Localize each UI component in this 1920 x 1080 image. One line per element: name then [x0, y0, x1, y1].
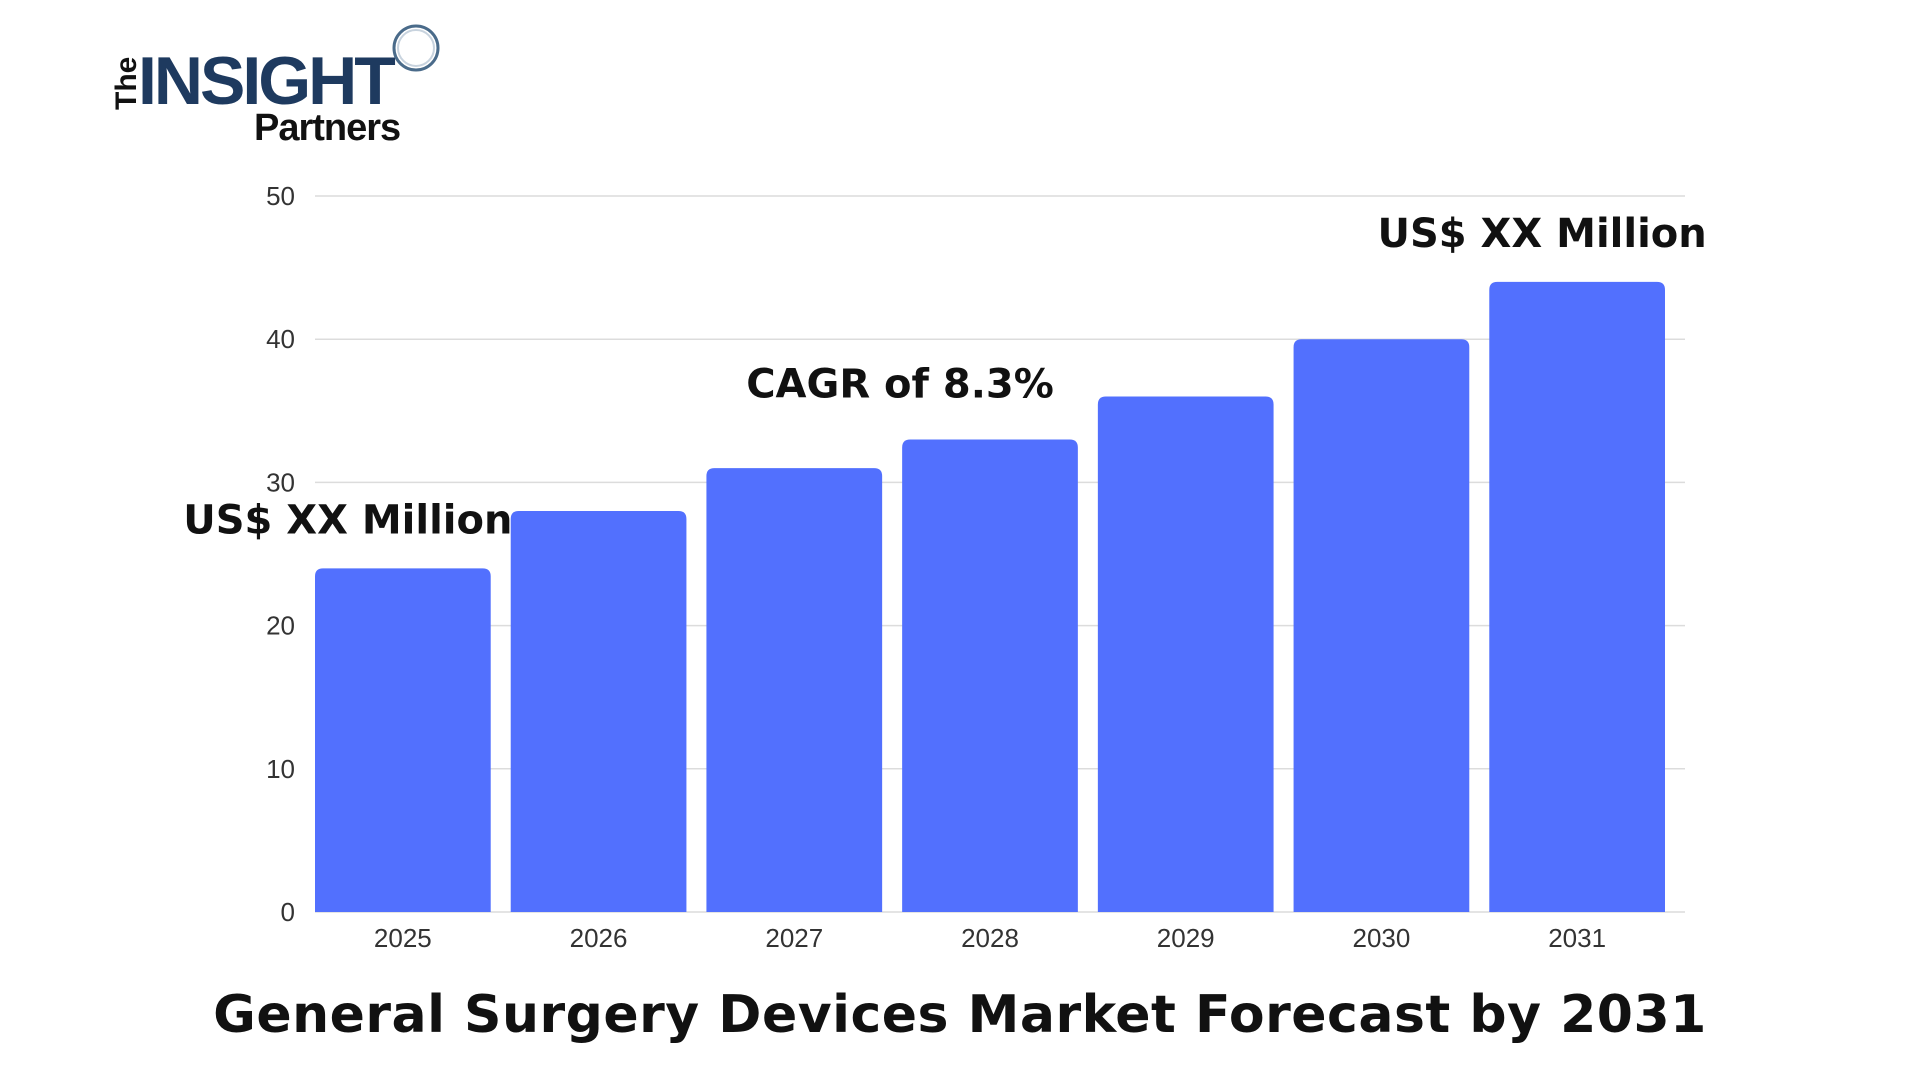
x-tick-label: 2029	[1157, 923, 1215, 953]
bar-2031	[1489, 281, 1665, 912]
bar-2030	[1293, 339, 1470, 912]
annotation-label: US$ XX Million	[1378, 211, 1707, 257]
annotation-label: CAGR of 8.3%	[746, 361, 1054, 407]
bar-2028	[902, 439, 1078, 912]
annotations: US$ XX Million CAGR of 8.3% US$ XX Million	[183, 211, 1707, 543]
magnifier-swoosh-icon	[392, 24, 440, 72]
logo-the-text: The	[110, 57, 143, 110]
y-tick-label: 10	[266, 754, 295, 784]
y-axis-ticks: 0 10 20 30 40 50	[266, 181, 295, 927]
x-tick-label: 2031	[1548, 923, 1606, 953]
x-tick-label: 2030	[1353, 923, 1411, 953]
bar-2026	[510, 511, 687, 912]
logo-partners-text: Partners	[254, 107, 400, 147]
bar-2027	[706, 468, 883, 912]
y-tick-label: 0	[281, 897, 295, 927]
x-tick-label: 2027	[765, 923, 823, 953]
x-tick-label: 2028	[961, 923, 1019, 953]
chart-title: General Surgery Devices Market Forecast …	[213, 985, 1707, 1045]
bar-2029	[1097, 396, 1274, 913]
x-tick-label: 2025	[374, 923, 432, 953]
x-tick-label: 2026	[570, 923, 628, 953]
annotation-label: US$ XX Million	[183, 497, 512, 543]
bars	[315, 281, 1665, 913]
the-insight-partners-logo: The INSIGHT Partners	[110, 24, 440, 147]
logo-insight-text: INSIGHT	[138, 43, 395, 119]
bar-2025	[315, 568, 491, 912]
x-axis-ticks: 2025 2026 2027 2028 2029 2030 2031	[374, 923, 1606, 953]
y-tick-label: 30	[266, 467, 295, 497]
y-tick-label: 50	[266, 181, 295, 211]
y-tick-label: 20	[266, 611, 295, 641]
y-tick-label: 40	[266, 324, 295, 354]
